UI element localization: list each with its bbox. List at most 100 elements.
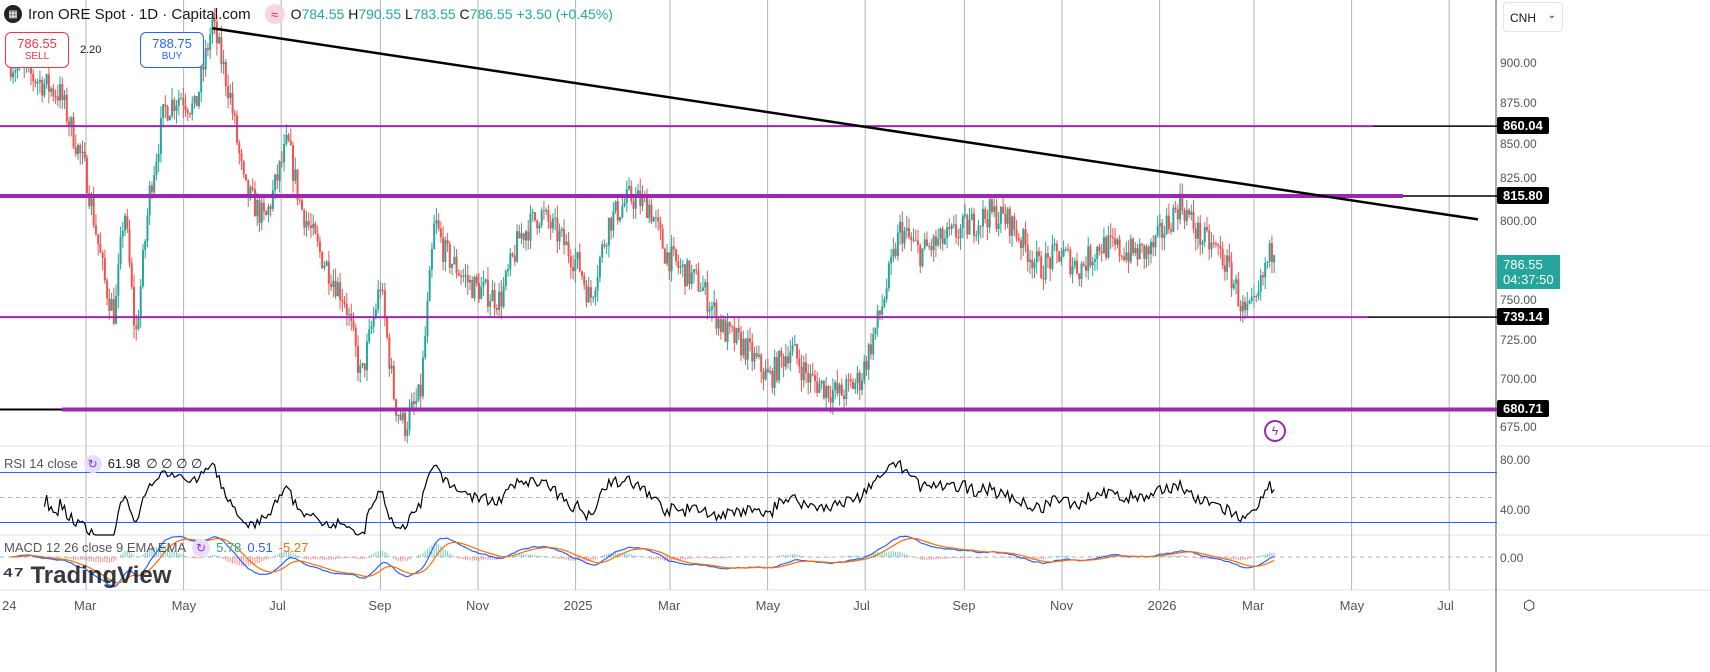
candle xyxy=(141,250,144,287)
macd-histogram-bar xyxy=(312,557,314,560)
candle xyxy=(802,362,805,381)
macd-histogram-bar xyxy=(801,556,803,557)
candle xyxy=(406,429,409,436)
candle xyxy=(1062,249,1065,257)
candle xyxy=(289,140,292,146)
candle xyxy=(439,228,442,238)
lightning-event-icon[interactable]: ϟ xyxy=(1264,420,1286,442)
candle xyxy=(305,221,308,228)
candle xyxy=(193,96,196,104)
candle xyxy=(838,384,841,394)
macd-histogram-bar xyxy=(960,557,962,559)
macd-histogram-bar xyxy=(626,553,628,557)
candle xyxy=(1170,229,1173,232)
candle xyxy=(621,205,624,218)
price-label: 700.00 xyxy=(1500,372,1537,386)
candle xyxy=(612,211,615,231)
candle xyxy=(1085,265,1087,271)
macd-histogram-bar xyxy=(668,557,670,562)
macd-histogram-bar xyxy=(532,554,534,557)
candle xyxy=(811,373,814,376)
candle xyxy=(639,190,642,206)
macd-histogram-bar xyxy=(1119,556,1121,557)
refresh-icon[interactable]: ↻ xyxy=(83,455,102,473)
macd-histogram-bar xyxy=(691,557,693,559)
market-status-icon[interactable]: ≈ xyxy=(264,4,285,24)
macd-histogram-bar xyxy=(178,552,180,557)
candle xyxy=(912,239,915,241)
candle xyxy=(1053,243,1056,245)
candle xyxy=(628,185,631,190)
macd-histogram-bar xyxy=(1067,555,1069,557)
candle xyxy=(247,179,250,199)
macd-histogram-bar xyxy=(99,557,101,563)
candle xyxy=(213,18,216,22)
candle xyxy=(516,231,519,262)
candle xyxy=(1102,237,1105,254)
macd-histogram-bar xyxy=(95,557,97,563)
candle xyxy=(191,103,194,115)
candle xyxy=(697,270,700,292)
macd-histogram-bar xyxy=(883,552,885,557)
settings-icon[interactable]: ⬡ xyxy=(1523,597,1536,613)
rsi-legend[interactable]: RSI 14 close ↻ 61.98 ∅ ∅ ∅ ∅ xyxy=(4,455,203,473)
candle xyxy=(1002,206,1005,214)
macd-histogram-bar xyxy=(84,557,86,560)
candle xyxy=(733,326,736,344)
macd-histogram-bar xyxy=(232,557,234,564)
candle xyxy=(1241,301,1244,312)
sell-button[interactable]: 786.55 SELL xyxy=(5,32,69,68)
candle xyxy=(233,113,236,116)
candle xyxy=(661,228,664,249)
candle xyxy=(195,96,198,107)
candle xyxy=(63,94,66,101)
macd-histogram-bar xyxy=(671,557,673,561)
candle xyxy=(325,261,328,266)
macd-histogram-bar xyxy=(409,557,411,560)
macd-histogram-bar xyxy=(774,556,776,557)
candle xyxy=(303,209,306,228)
candle xyxy=(1029,259,1031,262)
candle xyxy=(1255,295,1258,297)
candle xyxy=(348,313,351,315)
currency-select[interactable]: CNH ⌄ xyxy=(1503,2,1563,32)
price-label: 825.00 xyxy=(1500,171,1537,186)
macd-histogram-bar xyxy=(556,557,558,559)
macd-histogram-bar xyxy=(435,543,437,557)
macd-histogram-bar xyxy=(635,555,637,557)
macd-histogram-bar xyxy=(982,557,984,558)
macd-histogram-bar xyxy=(449,553,451,557)
candle xyxy=(968,219,971,235)
buy-button[interactable]: 788.75 BUY xyxy=(140,32,204,68)
tradingview-logo[interactable]: ⁴⁷ TradingView xyxy=(2,562,172,589)
candle xyxy=(240,153,243,162)
macd-histogram-bar xyxy=(326,557,328,560)
candle xyxy=(493,289,496,308)
macd-histogram-bar xyxy=(630,554,632,557)
candle xyxy=(309,225,312,229)
refresh-icon[interactable]: ↻ xyxy=(192,539,211,557)
candle xyxy=(43,84,46,96)
candle xyxy=(462,275,465,277)
candle xyxy=(397,414,400,416)
candle xyxy=(112,299,115,324)
candle xyxy=(675,249,678,262)
macd-histogram-bar xyxy=(1170,556,1172,557)
candle xyxy=(72,117,75,148)
candle xyxy=(283,143,286,163)
macd-legend[interactable]: MACD 12 26 close 9 EMA EMA ↻ 5.78 0.51 -5.27 xyxy=(4,539,309,557)
candle xyxy=(583,276,586,285)
candle xyxy=(453,256,456,265)
macd-histogram-bar xyxy=(158,546,160,557)
macd-histogram-bar xyxy=(612,552,614,557)
symbol-title[interactable]: Iron ORE Spot · 1D · Capital.com xyxy=(28,5,251,23)
macd-histogram-bar xyxy=(189,557,191,558)
macd-histogram-bar xyxy=(1237,557,1239,561)
macd-histogram-bar xyxy=(957,557,959,559)
candle xyxy=(787,356,790,364)
time-label: Mar xyxy=(1242,598,1265,613)
macd-histogram-bar xyxy=(288,550,290,557)
candle xyxy=(657,217,660,222)
candle xyxy=(180,98,183,100)
